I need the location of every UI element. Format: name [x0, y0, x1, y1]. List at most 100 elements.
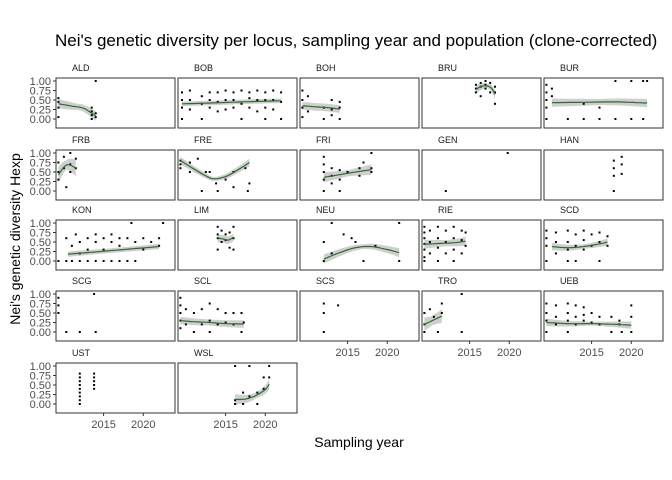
data-point [489, 91, 492, 94]
data-point [484, 80, 487, 82]
data-point [228, 231, 231, 234]
data-point [428, 252, 431, 255]
data-point [554, 252, 557, 255]
data-point [574, 315, 577, 318]
data-point [216, 100, 219, 103]
data-point [142, 237, 145, 240]
data-point [188, 161, 191, 164]
data-point [142, 248, 145, 251]
trend-line [67, 246, 160, 255]
facet-strip-label: BRU [438, 63, 457, 73]
facet-border [421, 219, 542, 271]
trend-line [424, 240, 466, 245]
data-point [620, 331, 623, 333]
data-point [590, 321, 593, 324]
facet-bru: BRU [421, 63, 542, 129]
facet-strip-label: SCS [316, 276, 335, 286]
data-point [248, 97, 251, 100]
data-point [494, 91, 496, 94]
data-point [444, 190, 447, 192]
data-point [69, 152, 72, 154]
facet-strip-label: WSL [194, 348, 214, 358]
data-point [57, 161, 60, 164]
data-point [582, 239, 585, 242]
data-point [110, 233, 113, 236]
data-point [78, 331, 81, 333]
data-point [256, 110, 259, 113]
data-point [118, 237, 121, 240]
data-point [242, 403, 245, 405]
data-point [181, 106, 183, 109]
y-tick-label: 0.50 [30, 95, 51, 107]
data-point [484, 87, 487, 90]
facet-scs: SCS 2015 2020 [299, 276, 420, 359]
y-tick-label: 1.00 [30, 76, 51, 88]
data-point [630, 331, 633, 333]
y-tick-label: 0.00 [30, 256, 51, 268]
facet-border [543, 219, 664, 271]
data-point [423, 256, 426, 259]
y-tick-label: 0.50 [30, 308, 51, 320]
data-point [86, 260, 89, 262]
data-point [93, 293, 96, 295]
data-point [264, 91, 267, 94]
data-point [184, 323, 187, 326]
data-point [162, 222, 165, 224]
data-point [350, 237, 353, 240]
data-point [612, 174, 615, 177]
data-point [224, 99, 227, 101]
data-point [264, 118, 267, 120]
data-point [224, 108, 227, 111]
data-point [78, 260, 81, 262]
data-point [57, 171, 60, 173]
facet-border [543, 149, 664, 201]
data-point [192, 331, 195, 333]
facet-strip-label: FRB [72, 135, 90, 145]
data-point [232, 225, 235, 228]
y-tick-label: 0.25 [30, 390, 51, 402]
data-point [234, 365, 237, 367]
data-point [215, 182, 218, 185]
data-point [322, 331, 325, 333]
y-tick-label: 1.00 [30, 289, 51, 301]
data-point [452, 237, 455, 240]
data-point [620, 163, 623, 166]
data-point [566, 319, 569, 322]
data-point [240, 331, 243, 333]
data-point [224, 233, 227, 236]
data-point [554, 323, 557, 326]
x-tick-label: 2020 [253, 419, 277, 431]
data-point [566, 241, 569, 243]
data-point [188, 89, 191, 92]
y-tick-label: 1.00 [30, 361, 51, 373]
data-point [188, 108, 191, 111]
facet-scg: SCG 0.000.250.500.751.00 [30, 276, 176, 342]
data-point [240, 89, 243, 92]
facet-border [177, 149, 298, 201]
data-point [110, 241, 113, 243]
data-point [93, 380, 96, 383]
data-point [158, 237, 161, 240]
y-tick-label: 1.00 [30, 148, 51, 160]
data-point [436, 260, 439, 262]
y-tick-label: 0.00 [30, 327, 51, 339]
data-point [582, 306, 585, 309]
data-point [330, 222, 333, 224]
data-point [94, 241, 97, 243]
data-point [423, 312, 426, 314]
data-point [574, 304, 577, 307]
data-point [306, 95, 309, 98]
data-point [78, 384, 81, 386]
data-point [464, 244, 467, 247]
data-point [200, 308, 203, 311]
data-point [474, 87, 477, 90]
data-point [646, 80, 649, 82]
facet-boh: BOH [299, 63, 420, 129]
y-tick-label: 0.25 [30, 318, 51, 330]
data-point [545, 83, 548, 86]
data-point [436, 331, 439, 333]
data-point [65, 237, 68, 240]
y-tick-label: 1.00 [30, 218, 51, 230]
